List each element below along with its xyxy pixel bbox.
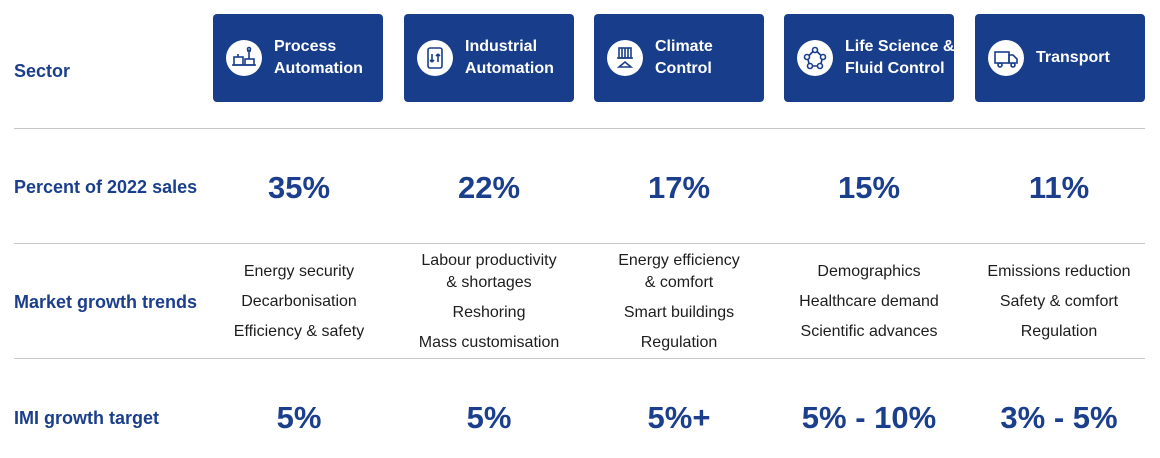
row-label-trends: Market growth trends (14, 292, 198, 312)
sales-value: 22% (457, 170, 521, 205)
sales-value: 17% (647, 170, 711, 205)
trend-item: Regulation (1020, 323, 1098, 340)
divider (14, 358, 1145, 359)
sector-name: Industrial Automation (465, 38, 554, 77)
transport-icon (988, 40, 1024, 76)
trend-item: Healthcare demand (799, 293, 939, 310)
sector-card-industrial-automation: Industrial Automation (404, 14, 574, 102)
trend-item: Efficiency & safety (233, 323, 365, 340)
trend-item: Decarbonisation (241, 293, 357, 310)
target-value: 5% - 10% (801, 400, 937, 435)
trend-item: Demographics (817, 263, 921, 280)
sector-name: Climate Control (655, 38, 713, 77)
trend-item: Energy security (243, 263, 355, 280)
sales-value: 11% (1028, 170, 1090, 205)
life-science-icon (797, 40, 833, 76)
divider (14, 243, 1145, 244)
sector-name: Life Science & Fluid Control (845, 38, 955, 77)
trends-column: Labour productivity & shortages Reshoring… (394, 250, 584, 362)
target-value: 3% - 5% (1000, 400, 1118, 435)
trend-item: Regulation (640, 334, 718, 351)
divider (14, 128, 1145, 129)
row-label-target: IMI growth target (14, 408, 159, 428)
trends-column: Emissions reduction Safety & comfort Reg… (964, 261, 1154, 351)
target-value: 5%+ (647, 400, 711, 435)
trends-column: Demographics Healthcare demand Scientifi… (774, 261, 964, 351)
trend-item: Emissions reduction (987, 263, 1131, 280)
sector-card-life-science: Life Science & Fluid Control (784, 14, 954, 102)
trends-column: Energy efficiency & comfort Smart buildin… (584, 250, 774, 362)
sector-card-climate-control: Climate Control (594, 14, 764, 102)
sales-value: 35% (267, 170, 331, 205)
sales-value: 15% (837, 170, 901, 205)
trend-item: Smart buildings (623, 304, 735, 321)
target-value: 5% (466, 400, 512, 435)
row-label-sales: Percent of 2022 sales (14, 177, 198, 197)
sector-card-process-automation: Process Automation (213, 14, 383, 102)
climate-control-icon (607, 40, 643, 76)
sector-card-transport: Transport (975, 14, 1145, 102)
row-label-sector: Sector (14, 61, 71, 81)
industrial-automation-icon (417, 40, 453, 76)
trends-column: Energy security Decarbonisation Efficien… (204, 261, 394, 351)
trend-item: Energy efficiency & comfort (618, 252, 740, 291)
trend-item: Scientific advances (800, 323, 938, 340)
trend-item: Labour productivity & shortages (421, 252, 557, 291)
trend-item: Reshoring (452, 304, 526, 321)
target-value: 5% (276, 400, 322, 435)
process-automation-icon (226, 40, 262, 76)
trend-item: Safety & comfort (999, 293, 1119, 310)
trend-item: Mass customisation (418, 334, 560, 351)
sector-name: Process Automation (274, 38, 363, 77)
sector-name: Transport (1036, 49, 1110, 66)
